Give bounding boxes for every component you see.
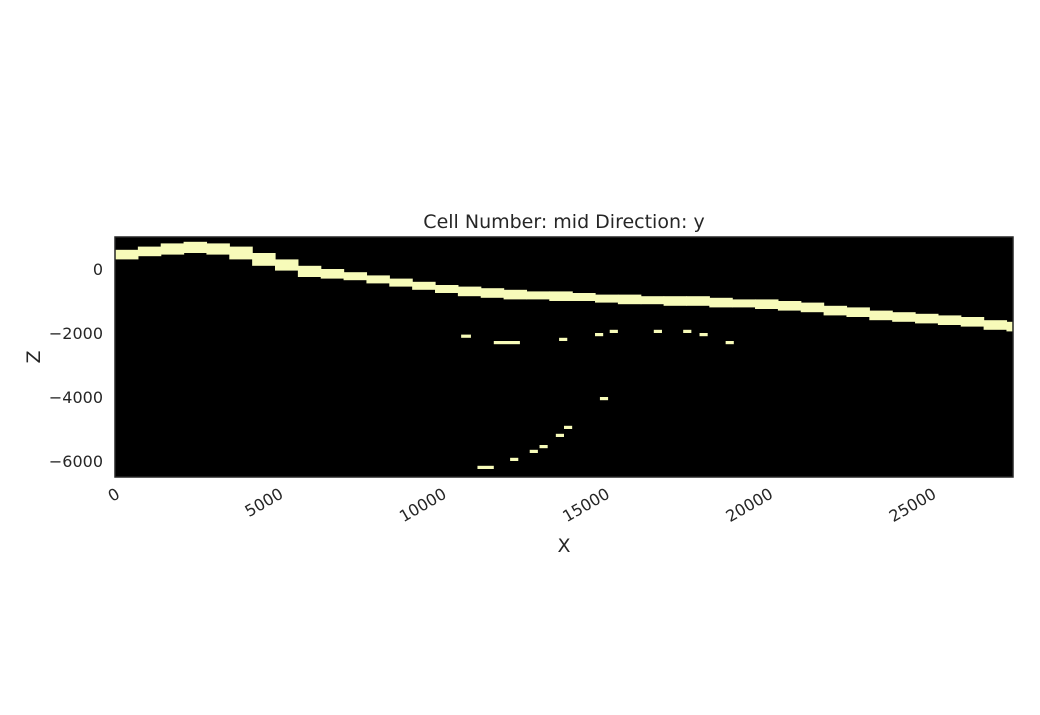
data-cell bbox=[595, 333, 604, 337]
surface-band-cell bbox=[137, 246, 162, 257]
surface-band-cell bbox=[732, 299, 756, 308]
surface-band-cell bbox=[457, 286, 482, 297]
surface-band-cell bbox=[229, 246, 253, 260]
data-cell bbox=[555, 433, 564, 437]
data-cell bbox=[599, 397, 609, 401]
data-cell bbox=[493, 341, 520, 345]
data-cell bbox=[725, 341, 734, 345]
surface-band-cell bbox=[892, 312, 916, 322]
x-tick-label: 10000 bbox=[396, 484, 450, 526]
y-tick-label: 0 bbox=[93, 260, 103, 279]
surface-band-cell bbox=[663, 296, 688, 306]
surface-band-cell bbox=[617, 294, 642, 305]
surface-band-cell bbox=[572, 293, 596, 301]
surface-band-cell bbox=[1006, 321, 1014, 332]
data-cell bbox=[564, 425, 573, 429]
x-tick-label: 15000 bbox=[559, 484, 613, 526]
y-ticks: 0 −2000 −4000 −6000 bbox=[49, 260, 103, 471]
x-axis-label: X bbox=[557, 535, 570, 557]
surface-band-cell bbox=[549, 291, 573, 301]
y-tick-label: −2000 bbox=[49, 324, 103, 343]
plot-background bbox=[115, 237, 1013, 477]
surface-band-cell bbox=[937, 315, 962, 325]
surface-band-cell bbox=[595, 294, 619, 303]
data-cell bbox=[683, 329, 692, 333]
plot-area bbox=[114, 236, 1014, 478]
surface-band-cell bbox=[297, 265, 322, 277]
data-cell bbox=[653, 329, 662, 333]
surface-band-cell bbox=[275, 259, 299, 271]
x-tick-label: 5000 bbox=[242, 484, 287, 521]
data-cell bbox=[699, 333, 708, 337]
x-tick-label: 0 bbox=[105, 484, 123, 506]
surface-band-cell bbox=[960, 317, 985, 327]
y-tick-label: −4000 bbox=[49, 388, 103, 407]
x-ticks: 0 5000 10000 15000 20000 25000 bbox=[105, 484, 940, 526]
y-axis-label: Z bbox=[23, 350, 45, 363]
y-tick-label: −6000 bbox=[49, 452, 103, 471]
chart-title: Cell Number: mid Direction: y bbox=[423, 211, 704, 233]
surface-band-cell bbox=[777, 301, 802, 311]
surface-band-cell bbox=[800, 302, 825, 313]
surface-band-cell bbox=[343, 272, 368, 281]
surface-band-cell bbox=[412, 281, 436, 290]
surface-band-cell bbox=[503, 289, 528, 300]
surface-band-cell bbox=[160, 243, 185, 255]
surface-band-cell bbox=[480, 288, 505, 298]
surface-band-cell bbox=[709, 297, 733, 308]
surface-band-cell bbox=[252, 253, 276, 266]
surface-band-cell bbox=[983, 320, 1008, 330]
surface-band-cell bbox=[320, 269, 345, 279]
data-cell bbox=[510, 457, 519, 461]
data-cell bbox=[539, 445, 548, 449]
surface-band-cell bbox=[755, 299, 779, 309]
data-cell bbox=[609, 329, 618, 333]
surface-band-cell bbox=[206, 243, 230, 255]
cells-layer bbox=[115, 241, 1014, 469]
surface-band-cell bbox=[115, 249, 139, 260]
x-tick-label: 20000 bbox=[723, 484, 777, 526]
data-cell bbox=[529, 449, 538, 453]
surface-band-cell bbox=[686, 296, 710, 306]
surface-band-cell bbox=[869, 310, 893, 321]
surface-band-cell bbox=[435, 285, 459, 293]
data-cell bbox=[559, 337, 568, 341]
surface-band-cell bbox=[823, 305, 848, 316]
surface-band-cell bbox=[640, 296, 665, 305]
data-cell bbox=[461, 334, 471, 338]
x-tick-label: 25000 bbox=[886, 484, 940, 526]
data-cell bbox=[477, 465, 494, 469]
surface-band-cell bbox=[915, 313, 939, 324]
plot-frame bbox=[114, 236, 1014, 478]
surface-band-cell bbox=[389, 278, 413, 287]
surface-band-cell bbox=[846, 307, 870, 317]
surface-band-cell bbox=[183, 241, 208, 253]
surface-band-cell bbox=[366, 275, 390, 284]
surface-band-cell bbox=[526, 291, 550, 300]
